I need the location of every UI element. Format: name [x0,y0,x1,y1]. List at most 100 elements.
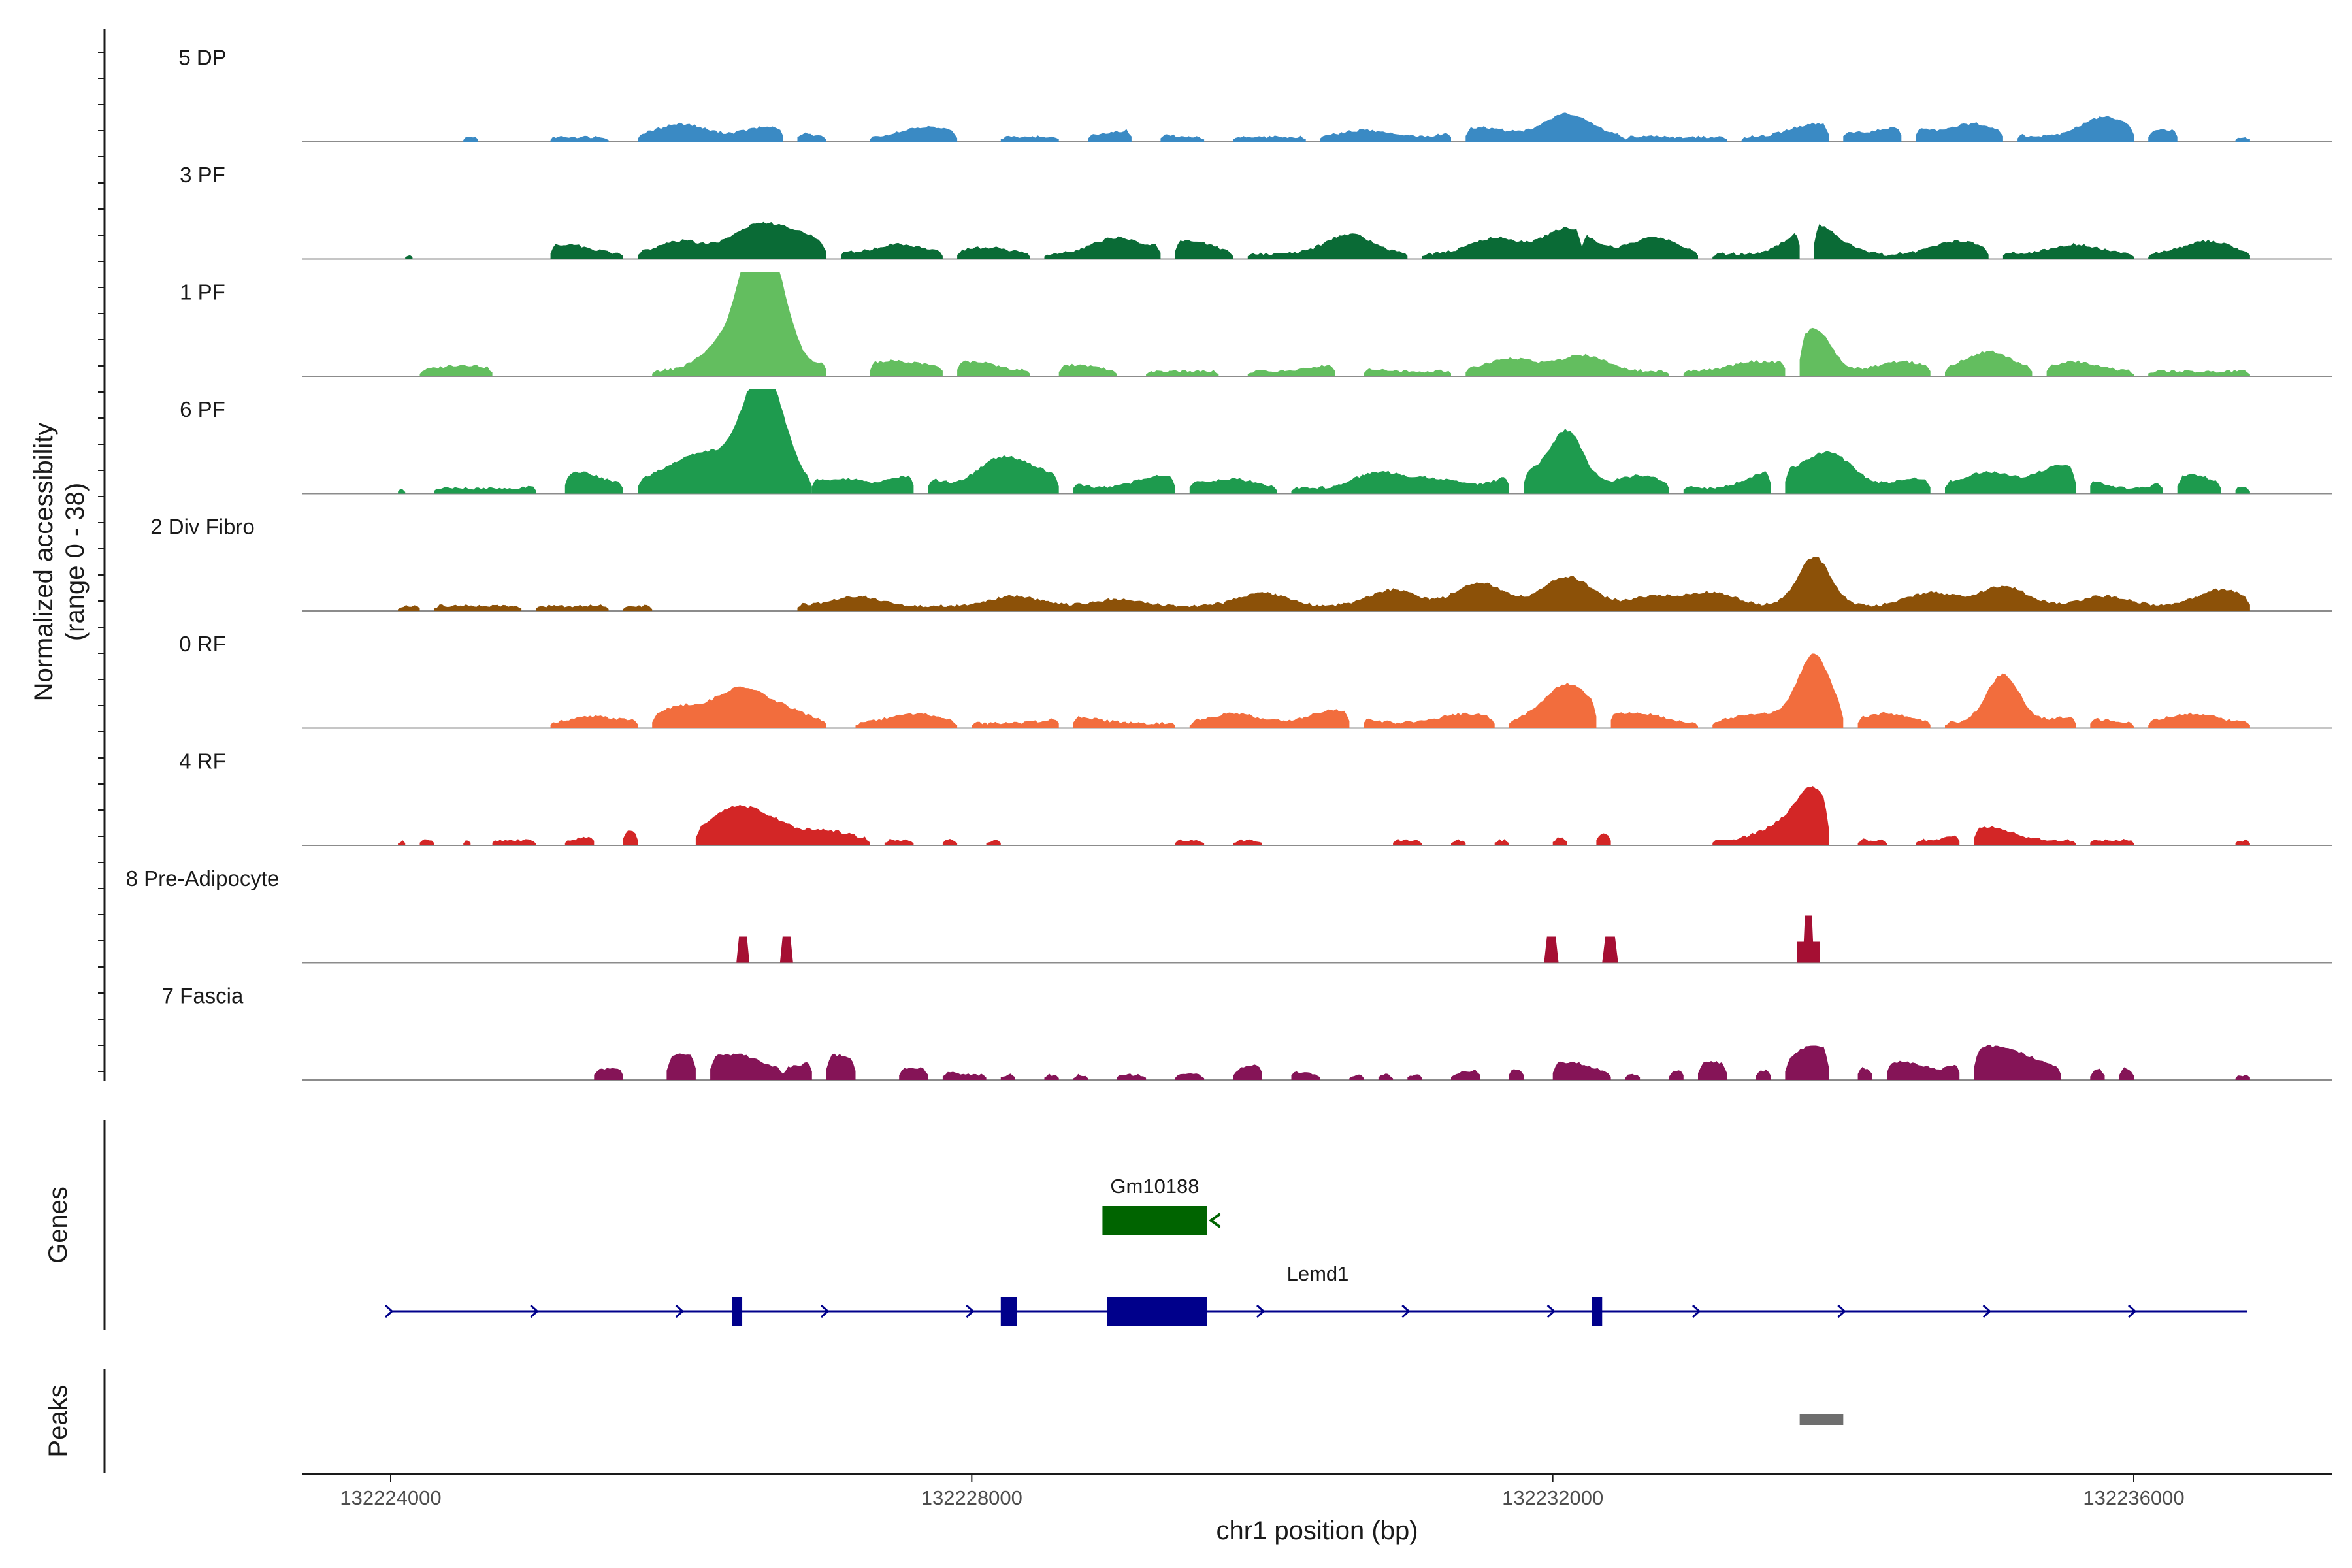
coverage-segment [1544,936,1559,963]
coverage-segment [2235,137,2250,142]
coverage-segment [1683,360,1786,376]
x-tick-label: 132236000 [2083,1486,2184,1509]
coverage-segment [1602,936,1618,963]
peaks-panel-label: Peaks [44,1384,73,1457]
track-label: 5 DP [178,46,226,70]
coverage-segment [1857,838,1887,845]
track-label: 1 PF [180,280,225,304]
coverage-segment [398,604,420,611]
x-tick-label: 132228000 [921,1486,1022,1509]
track-label: 0 RF [179,632,226,656]
coverage-segment [1189,709,1350,728]
strand-arrow [966,1304,975,1318]
coverage-segment [2017,116,2134,142]
coverage-segment [1857,1066,1872,1080]
coverage-segment [1465,112,1625,142]
strand-arrow [1209,1213,1221,1228]
x-tick-label: 132232000 [1502,1486,1603,1509]
gene-exon [1592,1297,1603,1326]
strand-arrow [1546,1304,1556,1318]
strand-arrow [530,1304,539,1318]
coverage-segment [1000,135,1059,142]
strand-arrow [1691,1304,1701,1318]
coverage-segment [2177,474,2221,494]
y-axis-title: Normalized accessibility [29,423,58,702]
coverage-segment [783,1062,812,1080]
coverage-segment [2090,1068,2105,1080]
peaks-panel: Peaks [44,1369,1844,1473]
coverage-segment [1044,236,1161,259]
coverage-segment [1785,451,1931,494]
coverage-segment [536,604,609,611]
coverage-segment [1974,1045,2061,1080]
coverage-segment [1945,350,2033,376]
coverage-segment [2090,481,2163,494]
track-2-div-fibro: 2 Div Fibro [150,515,2332,612]
coverage-segment [1073,1073,1088,1080]
strand-arrow [2127,1304,2137,1318]
coverage-segment [638,122,783,142]
coverage-segment [928,455,1059,494]
coverage-segment [398,840,406,845]
coverage-segment [1625,1073,1641,1080]
coverage-segment [1625,135,1727,142]
track-label: 2 Div Fibro [150,515,255,539]
coverage-segment [1945,673,2076,728]
peak-region [1799,1414,1844,1425]
coverage-segment [2235,487,2250,494]
coverage-segment [1349,1074,1364,1080]
coverage-segment [1247,233,1408,259]
coverage-segment [1712,233,1800,259]
coverage-segment [1712,653,1844,728]
coverage-segment [1610,711,1698,728]
coverage-segment [986,840,1001,845]
coverage-segment [550,244,623,259]
coverage-segment [1698,1061,1727,1080]
coverage-segment [1189,478,1277,494]
coverage-segment [638,221,826,259]
coverage-segment [797,132,826,142]
coverage-segment [1509,1069,1524,1080]
x-tick-label: 132224000 [340,1486,441,1509]
coverage-segment [1843,126,1902,142]
coverage-segment [2046,360,2134,376]
coverage-segment [1814,223,1887,259]
coverage-segment [1509,683,1597,728]
coverage-segment [1494,839,1509,845]
gene-lemd1: Lemd1 [384,1262,2247,1326]
coverage-segment [855,713,958,728]
track-4-rf: 4 RF [179,749,2332,846]
coverage-segment [1945,465,2076,494]
coverage-segment [1857,711,1931,728]
coverage-segment [623,830,638,845]
coverage-segment [1712,786,1829,845]
coverage-segment [1451,1069,1480,1080]
coverage-segment [419,839,434,845]
coverage-segment [1582,235,1698,259]
coverage-segment [1669,1070,1684,1080]
coverage-segment [492,839,536,845]
coverage-segment [1233,839,1262,845]
coverage-segment [1465,353,1669,376]
coverage-segment [972,718,1059,728]
coverage-segment [1058,363,1117,376]
strand-arrow [384,1304,394,1318]
coverage-segment [2148,239,2250,259]
coverage-segment [564,836,595,845]
coverage-segment [1552,837,1567,845]
coverage-segment [1799,327,1931,376]
coverage-segment [957,246,1030,259]
coverage-segment [1393,839,1422,845]
coverage-segment [942,1071,987,1080]
coverage-segment [1291,470,1509,494]
coverage-segment [899,1067,928,1080]
coverage-segment [1117,1073,1147,1080]
coverage-segment [870,359,943,376]
coverage-segment [957,360,1030,376]
x-axis: 132224000 132228000 132232000 132236000 chr1… [302,1473,2332,1545]
coverage-segment [419,365,493,376]
gene-label: Gm10188 [1110,1175,1199,1198]
coverage-segment [1247,365,1335,376]
coverage-segment [1887,1060,1960,1080]
